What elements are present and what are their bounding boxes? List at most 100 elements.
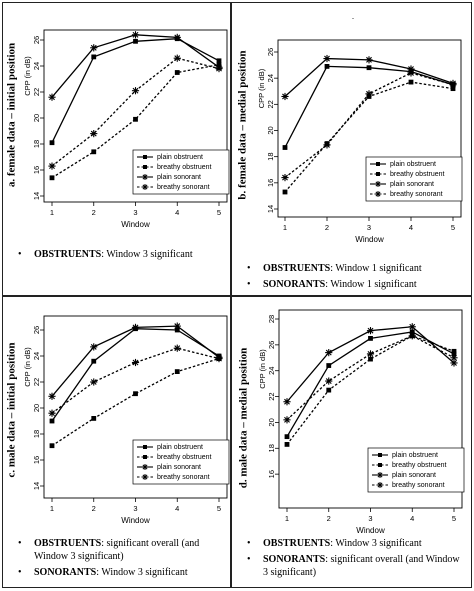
legend-marker-square bbox=[143, 155, 147, 159]
legend-marker-square bbox=[376, 162, 380, 166]
legend-label: breathy obstruent bbox=[392, 462, 447, 469]
point-breathy-sonorant-w2 bbox=[323, 141, 331, 149]
star-stroke bbox=[324, 141, 330, 148]
series-line-plain-obstruent bbox=[284, 65, 454, 148]
note-b-obstruents: OBSTRUENTS: Window 1 significant bbox=[247, 262, 467, 275]
point-breathy-obstruent-w4 bbox=[408, 79, 414, 85]
star-stroke bbox=[377, 472, 383, 478]
point-plain-sonorant-w4 bbox=[173, 322, 181, 330]
star-stroke bbox=[366, 56, 372, 63]
y-tick-label: 16 bbox=[32, 456, 41, 464]
star-stroke bbox=[49, 410, 55, 417]
star-stroke bbox=[49, 163, 55, 170]
point-breathy-sonorant-w2 bbox=[325, 377, 333, 385]
point-breathy-sonorant-w1 bbox=[283, 416, 291, 424]
y-tick-label: 22 bbox=[267, 392, 276, 400]
star-stroke bbox=[132, 324, 139, 331]
point-plain-sonorant-w1 bbox=[281, 92, 289, 101]
star-stroke bbox=[375, 181, 381, 187]
legend-marker-square bbox=[143, 455, 147, 459]
legend-marker-square bbox=[378, 453, 382, 457]
point-breathy-obstruent-w4 bbox=[174, 369, 180, 374]
series-line-breathy-sonorant bbox=[51, 347, 220, 414]
point-plain-obstruent-w1 bbox=[282, 145, 288, 150]
y-tick-label: 26 bbox=[32, 326, 41, 334]
legend-marker-square bbox=[378, 463, 382, 467]
series-line-breathy-sonorant bbox=[286, 335, 455, 421]
stray-mark: . bbox=[352, 12, 354, 21]
star-stroke bbox=[90, 379, 97, 385]
legend-marker-star bbox=[142, 174, 148, 180]
x-tick-label: 1 bbox=[283, 223, 287, 232]
point-breathy-obstruent-w3 bbox=[368, 356, 373, 362]
legend-marker-star bbox=[142, 474, 148, 480]
legend-label: breathy sonorant bbox=[157, 474, 210, 481]
panel-title: d. male data – medial position bbox=[238, 348, 250, 489]
y-tick-label: 16 bbox=[266, 179, 275, 187]
legend-marker-star bbox=[377, 472, 383, 478]
star-stroke bbox=[142, 474, 148, 480]
point-breathy-obstruent-w1 bbox=[282, 189, 288, 195]
point-breathy-sonorant-w3 bbox=[131, 358, 140, 367]
y-tick-label: 28 bbox=[267, 315, 276, 323]
x-tick-label: 4 bbox=[175, 504, 179, 513]
x-tick-label: 3 bbox=[133, 504, 137, 513]
point-breathy-sonorant-w5 bbox=[450, 354, 458, 362]
legend-label: plain obstruent bbox=[157, 154, 203, 161]
point-plain-obstruent-w3 bbox=[133, 38, 138, 44]
point-breathy-sonorant-w3 bbox=[366, 350, 375, 358]
star-stroke bbox=[90, 130, 97, 137]
point-breathy-sonorant-w4 bbox=[407, 69, 415, 77]
point-plain-obstruent-w1 bbox=[284, 434, 290, 440]
x-axis-label: Window bbox=[121, 220, 150, 229]
notes-c: OBSTRUENTS: significant overall (and Win… bbox=[18, 537, 223, 582]
y-tick-label: 24 bbox=[32, 352, 41, 360]
legend-label: plain obstruent bbox=[157, 444, 203, 451]
star-stroke bbox=[282, 93, 288, 100]
y-tick-label: 14 bbox=[266, 205, 275, 213]
star-stroke bbox=[174, 345, 181, 352]
x-tick-label: 1 bbox=[285, 514, 289, 523]
y-tick-label: 20 bbox=[266, 126, 275, 134]
point-breathy-sonorant-w2 bbox=[90, 130, 98, 138]
y-tick-label: 22 bbox=[32, 378, 41, 386]
legend-marker-square bbox=[376, 172, 380, 176]
x-tick-label: 2 bbox=[325, 223, 329, 232]
point-breathy-sonorant-w1 bbox=[48, 409, 56, 417]
point-plain-obstruent-w5 bbox=[216, 58, 222, 64]
point-plain-sonorant-w2 bbox=[323, 54, 331, 63]
note-a-obstruents: OBSTRUENTS: Window 3 significant bbox=[18, 248, 223, 261]
legend-marker-star bbox=[142, 464, 148, 470]
note-d-obstruents: OBSTRUENTS: Window 3 significant bbox=[247, 537, 467, 550]
x-tick-label: 1 bbox=[50, 504, 54, 513]
chart-a: 14 16 18 20 22 24 26 1 2 3 4 5 Window CPP (in dB) a. f… bbox=[6, 29, 230, 229]
star-stroke bbox=[90, 44, 97, 51]
star-stroke bbox=[142, 174, 148, 180]
x-tick-label: 5 bbox=[452, 514, 456, 523]
y-tick-label: 18 bbox=[267, 444, 276, 452]
point-plain-obstruent-w4 bbox=[174, 327, 180, 333]
star-stroke bbox=[282, 174, 288, 181]
legend-label: breathy sonorant bbox=[157, 184, 210, 191]
y-tick-label: 20 bbox=[267, 418, 276, 426]
point-plain-obstruent-w1 bbox=[49, 140, 55, 146]
point-plain-sonorant-w3 bbox=[131, 323, 140, 331]
point-plain-sonorant-w1 bbox=[283, 398, 291, 406]
y-tick-label: 22 bbox=[266, 100, 275, 108]
x-tick-label: 4 bbox=[409, 223, 413, 232]
star-stroke bbox=[366, 90, 372, 97]
star-stroke bbox=[367, 327, 374, 334]
point-breathy-obstruent-w4 bbox=[174, 70, 180, 75]
legend-label: plain sonorant bbox=[392, 472, 436, 479]
legend-label: plain obstruent bbox=[390, 161, 436, 168]
y-tick-label: 18 bbox=[32, 140, 41, 148]
x-tick-label: 4 bbox=[410, 514, 414, 523]
point-breathy-obstruent-w2 bbox=[326, 387, 332, 393]
point-plain-obstruent-w5 bbox=[451, 351, 457, 357]
point-plain-sonorant-w3 bbox=[365, 56, 373, 64]
point-breathy-sonorant-w4 bbox=[408, 332, 416, 340]
series-line-plain-obstruent bbox=[51, 328, 220, 422]
x-tick-label: 2 bbox=[92, 504, 96, 513]
point-plain-obstruent-w2 bbox=[326, 363, 332, 368]
point-plain-sonorant-w1 bbox=[48, 392, 56, 400]
